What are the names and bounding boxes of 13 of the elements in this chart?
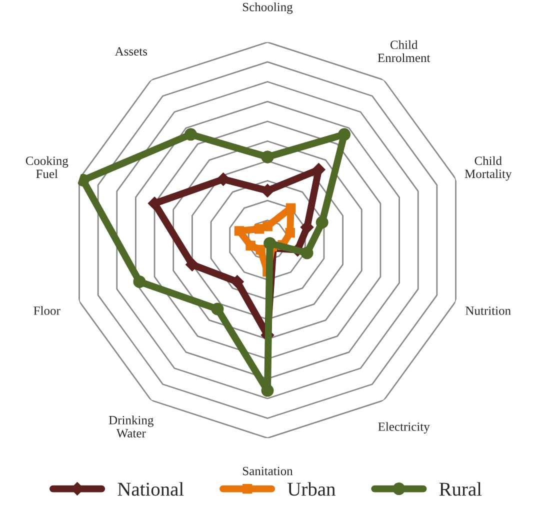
spoke-label: Floor — [34, 306, 60, 315]
spoke-label: Drinking Water — [108, 416, 154, 438]
legend-label: Urban — [288, 482, 336, 496]
spoke-label: Electricity — [378, 422, 430, 434]
spoke-label: Nutrition — [466, 306, 511, 315]
spoke-label: Assets — [114, 47, 148, 56]
spoke-label: Child Enrolment — [378, 40, 430, 62]
spoke-label: Child Mortality — [464, 156, 512, 181]
spoke-label: Schooling — [242, 2, 293, 14]
spoke-label: Sanitation — [242, 466, 293, 476]
legend-label: Rural — [439, 482, 482, 496]
spoke-label: Cooking Fuel — [26, 156, 68, 178]
legend-label: National — [118, 482, 184, 496]
